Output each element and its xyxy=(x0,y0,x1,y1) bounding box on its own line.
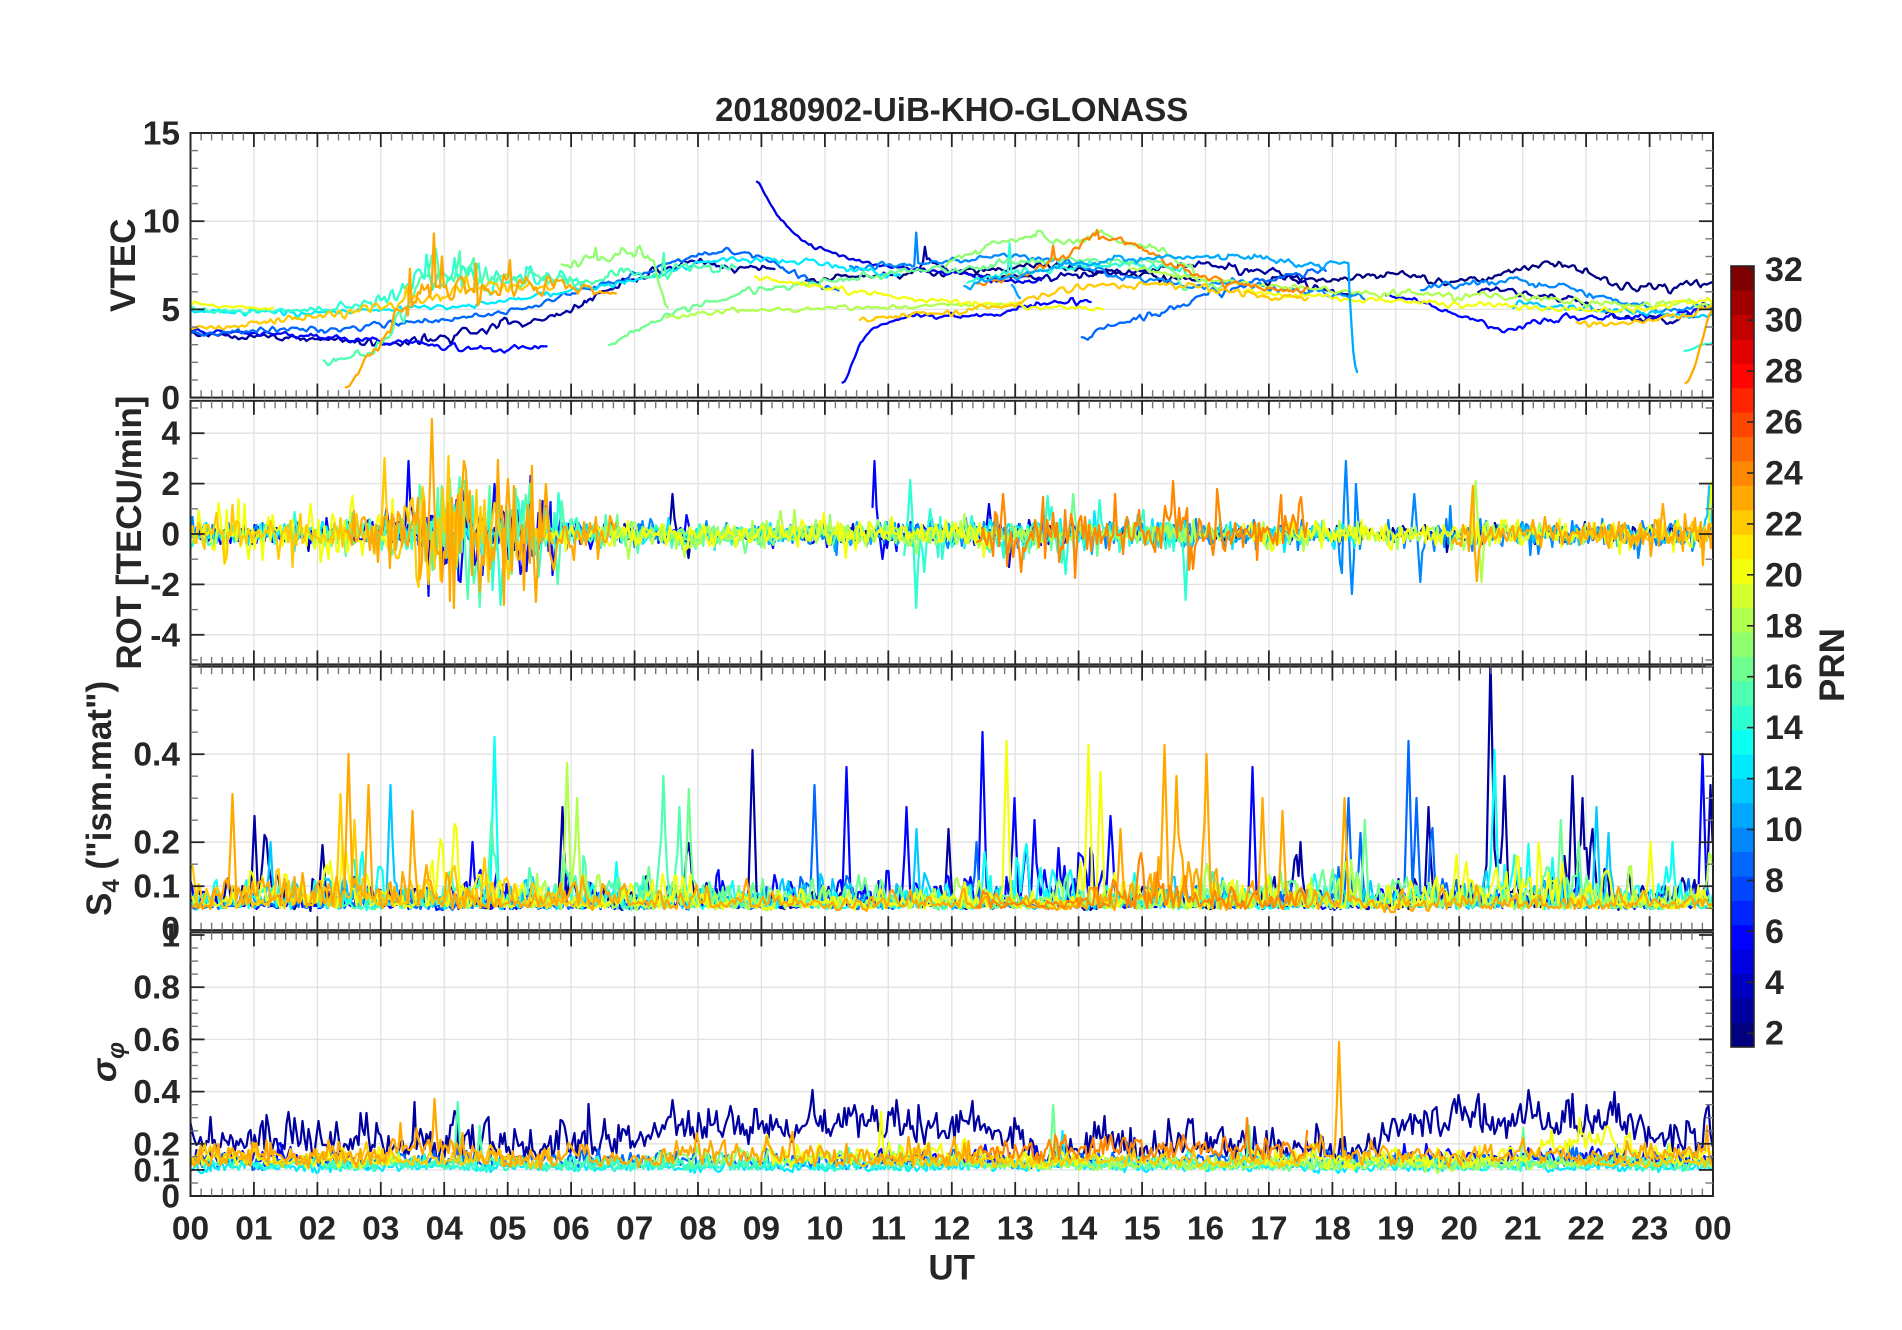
svg-text:26: 26 xyxy=(1765,404,1803,442)
svg-text:06: 06 xyxy=(552,1211,589,1248)
svg-text:0.2: 0.2 xyxy=(133,1126,180,1163)
svg-text:10: 10 xyxy=(143,204,180,241)
svg-text:12: 12 xyxy=(933,1211,970,1248)
svg-text:-2: -2 xyxy=(150,567,180,604)
svg-text:2: 2 xyxy=(1765,1015,1784,1053)
svg-text:22: 22 xyxy=(1567,1211,1604,1248)
svg-text:23: 23 xyxy=(1631,1211,1668,1248)
svg-text:00: 00 xyxy=(172,1211,209,1248)
svg-text:15: 15 xyxy=(143,116,180,153)
svg-text:8: 8 xyxy=(1765,862,1784,900)
svg-text:0.4: 0.4 xyxy=(133,1074,180,1111)
svg-text:18: 18 xyxy=(1314,1211,1351,1248)
svg-text:UT: UT xyxy=(928,1249,975,1288)
svg-text:32: 32 xyxy=(1765,251,1803,289)
svg-text:20180902-UiB-KHO-GLONASS: 20180902-UiB-KHO-GLONASS xyxy=(715,91,1188,128)
svg-text:13: 13 xyxy=(997,1211,1034,1248)
svg-text:20: 20 xyxy=(1441,1211,1478,1248)
svg-text:10: 10 xyxy=(806,1211,843,1248)
svg-text:S4 ("ism.mat"): S4 ("ism.mat") xyxy=(80,681,125,916)
svg-text:05: 05 xyxy=(489,1211,526,1248)
svg-text:0.1: 0.1 xyxy=(133,1152,180,1189)
svg-text:14: 14 xyxy=(1060,1211,1098,1248)
svg-text:VTEC: VTEC xyxy=(104,219,143,312)
svg-text:00: 00 xyxy=(1694,1211,1731,1248)
svg-text:30: 30 xyxy=(1765,302,1803,340)
svg-text:20: 20 xyxy=(1765,556,1803,594)
svg-text:18: 18 xyxy=(1765,607,1803,645)
svg-text:21: 21 xyxy=(1504,1211,1541,1248)
svg-text:19: 19 xyxy=(1377,1211,1414,1248)
svg-text:04: 04 xyxy=(426,1211,464,1248)
svg-text:03: 03 xyxy=(362,1211,399,1248)
svg-text:0: 0 xyxy=(161,1179,180,1216)
svg-text:14: 14 xyxy=(1765,709,1803,747)
svg-text:0: 0 xyxy=(161,517,180,554)
svg-text:0: 0 xyxy=(161,911,180,948)
svg-text:12: 12 xyxy=(1765,760,1803,798)
svg-text:15: 15 xyxy=(1123,1211,1160,1248)
svg-text:2: 2 xyxy=(161,466,180,503)
svg-text:0.6: 0.6 xyxy=(133,1022,180,1059)
svg-text:ROT [TECU/min]: ROT [TECU/min] xyxy=(110,396,149,670)
svg-text:08: 08 xyxy=(679,1211,716,1248)
svg-text:4: 4 xyxy=(161,416,180,453)
svg-text:09: 09 xyxy=(743,1211,780,1248)
svg-text:16: 16 xyxy=(1187,1211,1224,1248)
svg-text:17: 17 xyxy=(1250,1211,1287,1248)
svg-text:6: 6 xyxy=(1765,913,1784,951)
svg-text:28: 28 xyxy=(1765,353,1803,391)
svg-text:5: 5 xyxy=(161,292,180,329)
svg-text:07: 07 xyxy=(616,1211,653,1248)
svg-text:0.4: 0.4 xyxy=(133,737,180,774)
svg-text:01: 01 xyxy=(235,1211,272,1248)
svg-text:-4: -4 xyxy=(150,617,180,654)
svg-text:PRN: PRN xyxy=(1813,628,1852,702)
svg-text:0.1: 0.1 xyxy=(133,869,180,906)
svg-text:24: 24 xyxy=(1765,455,1803,493)
svg-text:4: 4 xyxy=(1765,964,1784,1002)
svg-text:0.8: 0.8 xyxy=(133,970,180,1007)
svg-text:0: 0 xyxy=(161,380,180,417)
svg-text:22: 22 xyxy=(1765,505,1803,543)
svg-text:02: 02 xyxy=(299,1211,336,1248)
svg-text:0.2: 0.2 xyxy=(133,825,180,862)
svg-text:1: 1 xyxy=(161,918,180,955)
svg-text:11: 11 xyxy=(871,1211,906,1248)
svg-text:10: 10 xyxy=(1765,811,1803,849)
svg-text:16: 16 xyxy=(1765,658,1803,696)
